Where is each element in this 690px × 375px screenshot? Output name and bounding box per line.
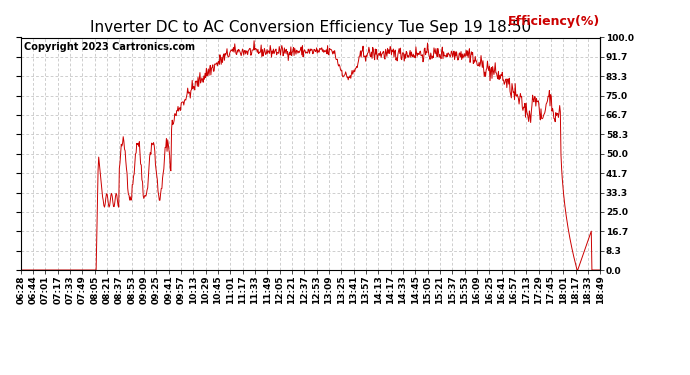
Text: Copyright 2023 Cartronics.com: Copyright 2023 Cartronics.com <box>23 42 195 52</box>
Text: Efficiency(%): Efficiency(%) <box>508 15 600 28</box>
Title: Inverter DC to AC Conversion Efficiency Tue Sep 19 18:50: Inverter DC to AC Conversion Efficiency … <box>90 20 531 35</box>
